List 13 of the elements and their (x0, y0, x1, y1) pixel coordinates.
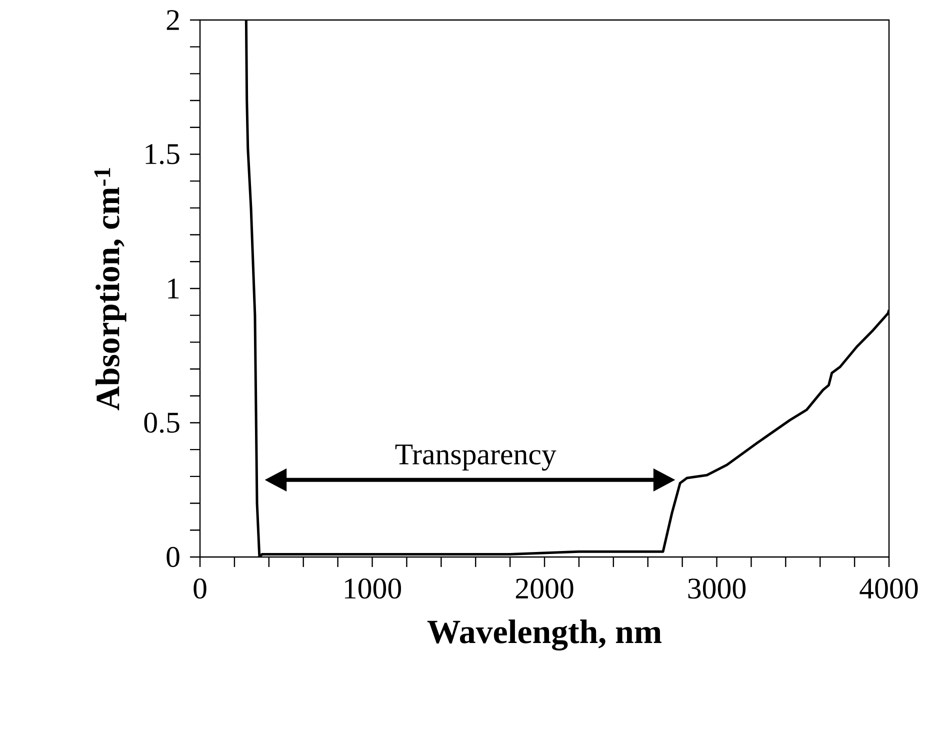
x-tick-label: 1000 (344, 578, 402, 599)
x-tick-label: 4000 (860, 578, 918, 599)
y-tick-label: 0.5 (144, 412, 180, 433)
x-axis-title: Wavelength, nm (427, 620, 662, 650)
x-tick-label: 3000 (688, 578, 746, 599)
y-tick-label: 2 (166, 10, 179, 30)
y-axis-title: Absorption, cm$^{-1}$ (94, 168, 126, 410)
y-tick-label: 1.5 (146, 144, 180, 164)
y-tick-label: 0 (166, 546, 180, 568)
x-tick-label: 2000 (516, 578, 574, 599)
annotation: Transparency (395, 444, 556, 471)
x-tick-label: 0 (194, 578, 206, 599)
y-tick-label: 1 (168, 278, 179, 298)
